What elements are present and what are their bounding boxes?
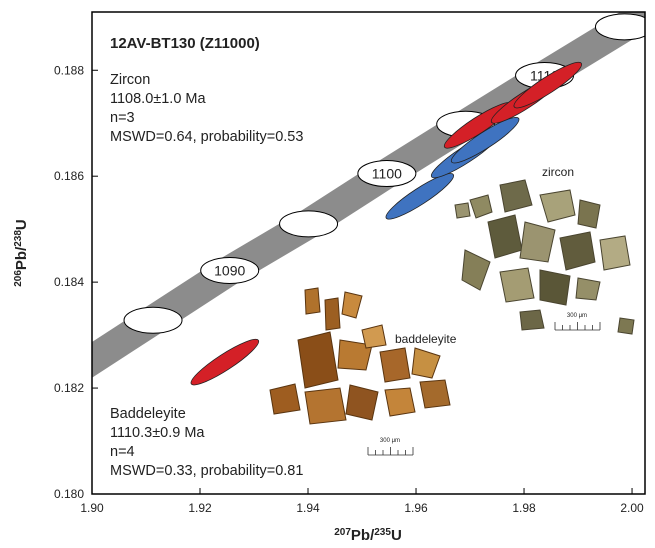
- series-stat: MSWD=0.64, probability=0.53: [110, 129, 303, 145]
- chart: 300 μm 300 μm zircon baddeleyite 1090 110…: [0, 0, 655, 548]
- y-tick-label: 0.184: [54, 275, 84, 289]
- x-tick-label: 1.94: [296, 501, 320, 515]
- age-label: 1100: [372, 166, 402, 182]
- x-tick-label: 2.00: [620, 501, 644, 515]
- axis-title-part: 207: [334, 527, 351, 538]
- series-stat: MSWD=0.33, probability=0.81: [110, 463, 303, 479]
- series-stat: n=3: [110, 110, 135, 126]
- y-tick-label: 0.182: [54, 381, 84, 395]
- y-tick-label: 0.188: [54, 63, 84, 77]
- y-tick-label: 0.186: [54, 169, 84, 183]
- chart-title: 12AV-BT130 (Z11000): [110, 35, 260, 52]
- axis-title-part: 238: [13, 230, 24, 247]
- axis-title-part: U: [13, 219, 30, 230]
- scale-label: 300 μm: [380, 438, 400, 444]
- scale-label: 300 μm: [567, 313, 587, 319]
- series-stat: 1108.0±1.0 Ma: [110, 91, 206, 107]
- series-stat: n=4: [110, 444, 135, 460]
- age-marker: [280, 211, 338, 237]
- x-tick-label: 1.90: [80, 501, 104, 515]
- x-tick-label: 1.92: [188, 501, 212, 515]
- series-name: Baddeleyite: [110, 406, 186, 422]
- photo-label: baddeleyite: [395, 332, 457, 346]
- axis-title-part: U: [391, 527, 402, 544]
- x-tick-label: 1.96: [404, 501, 428, 515]
- series-stat: 1110.3±0.9 Ma: [110, 425, 205, 441]
- series-name: Zircon: [110, 72, 150, 88]
- axis-title-part: 235: [374, 527, 391, 538]
- age-marker: [124, 307, 182, 333]
- x-tick-label: 1.98: [512, 501, 536, 515]
- axis-title-part: 206: [13, 270, 24, 287]
- y-tick-label: 0.180: [54, 487, 84, 501]
- axis-title-part: Pb/: [351, 527, 375, 544]
- age-label: 1090: [214, 262, 245, 278]
- axis-title-part: Pb/: [13, 246, 30, 270]
- photo-label: zircon: [542, 165, 574, 179]
